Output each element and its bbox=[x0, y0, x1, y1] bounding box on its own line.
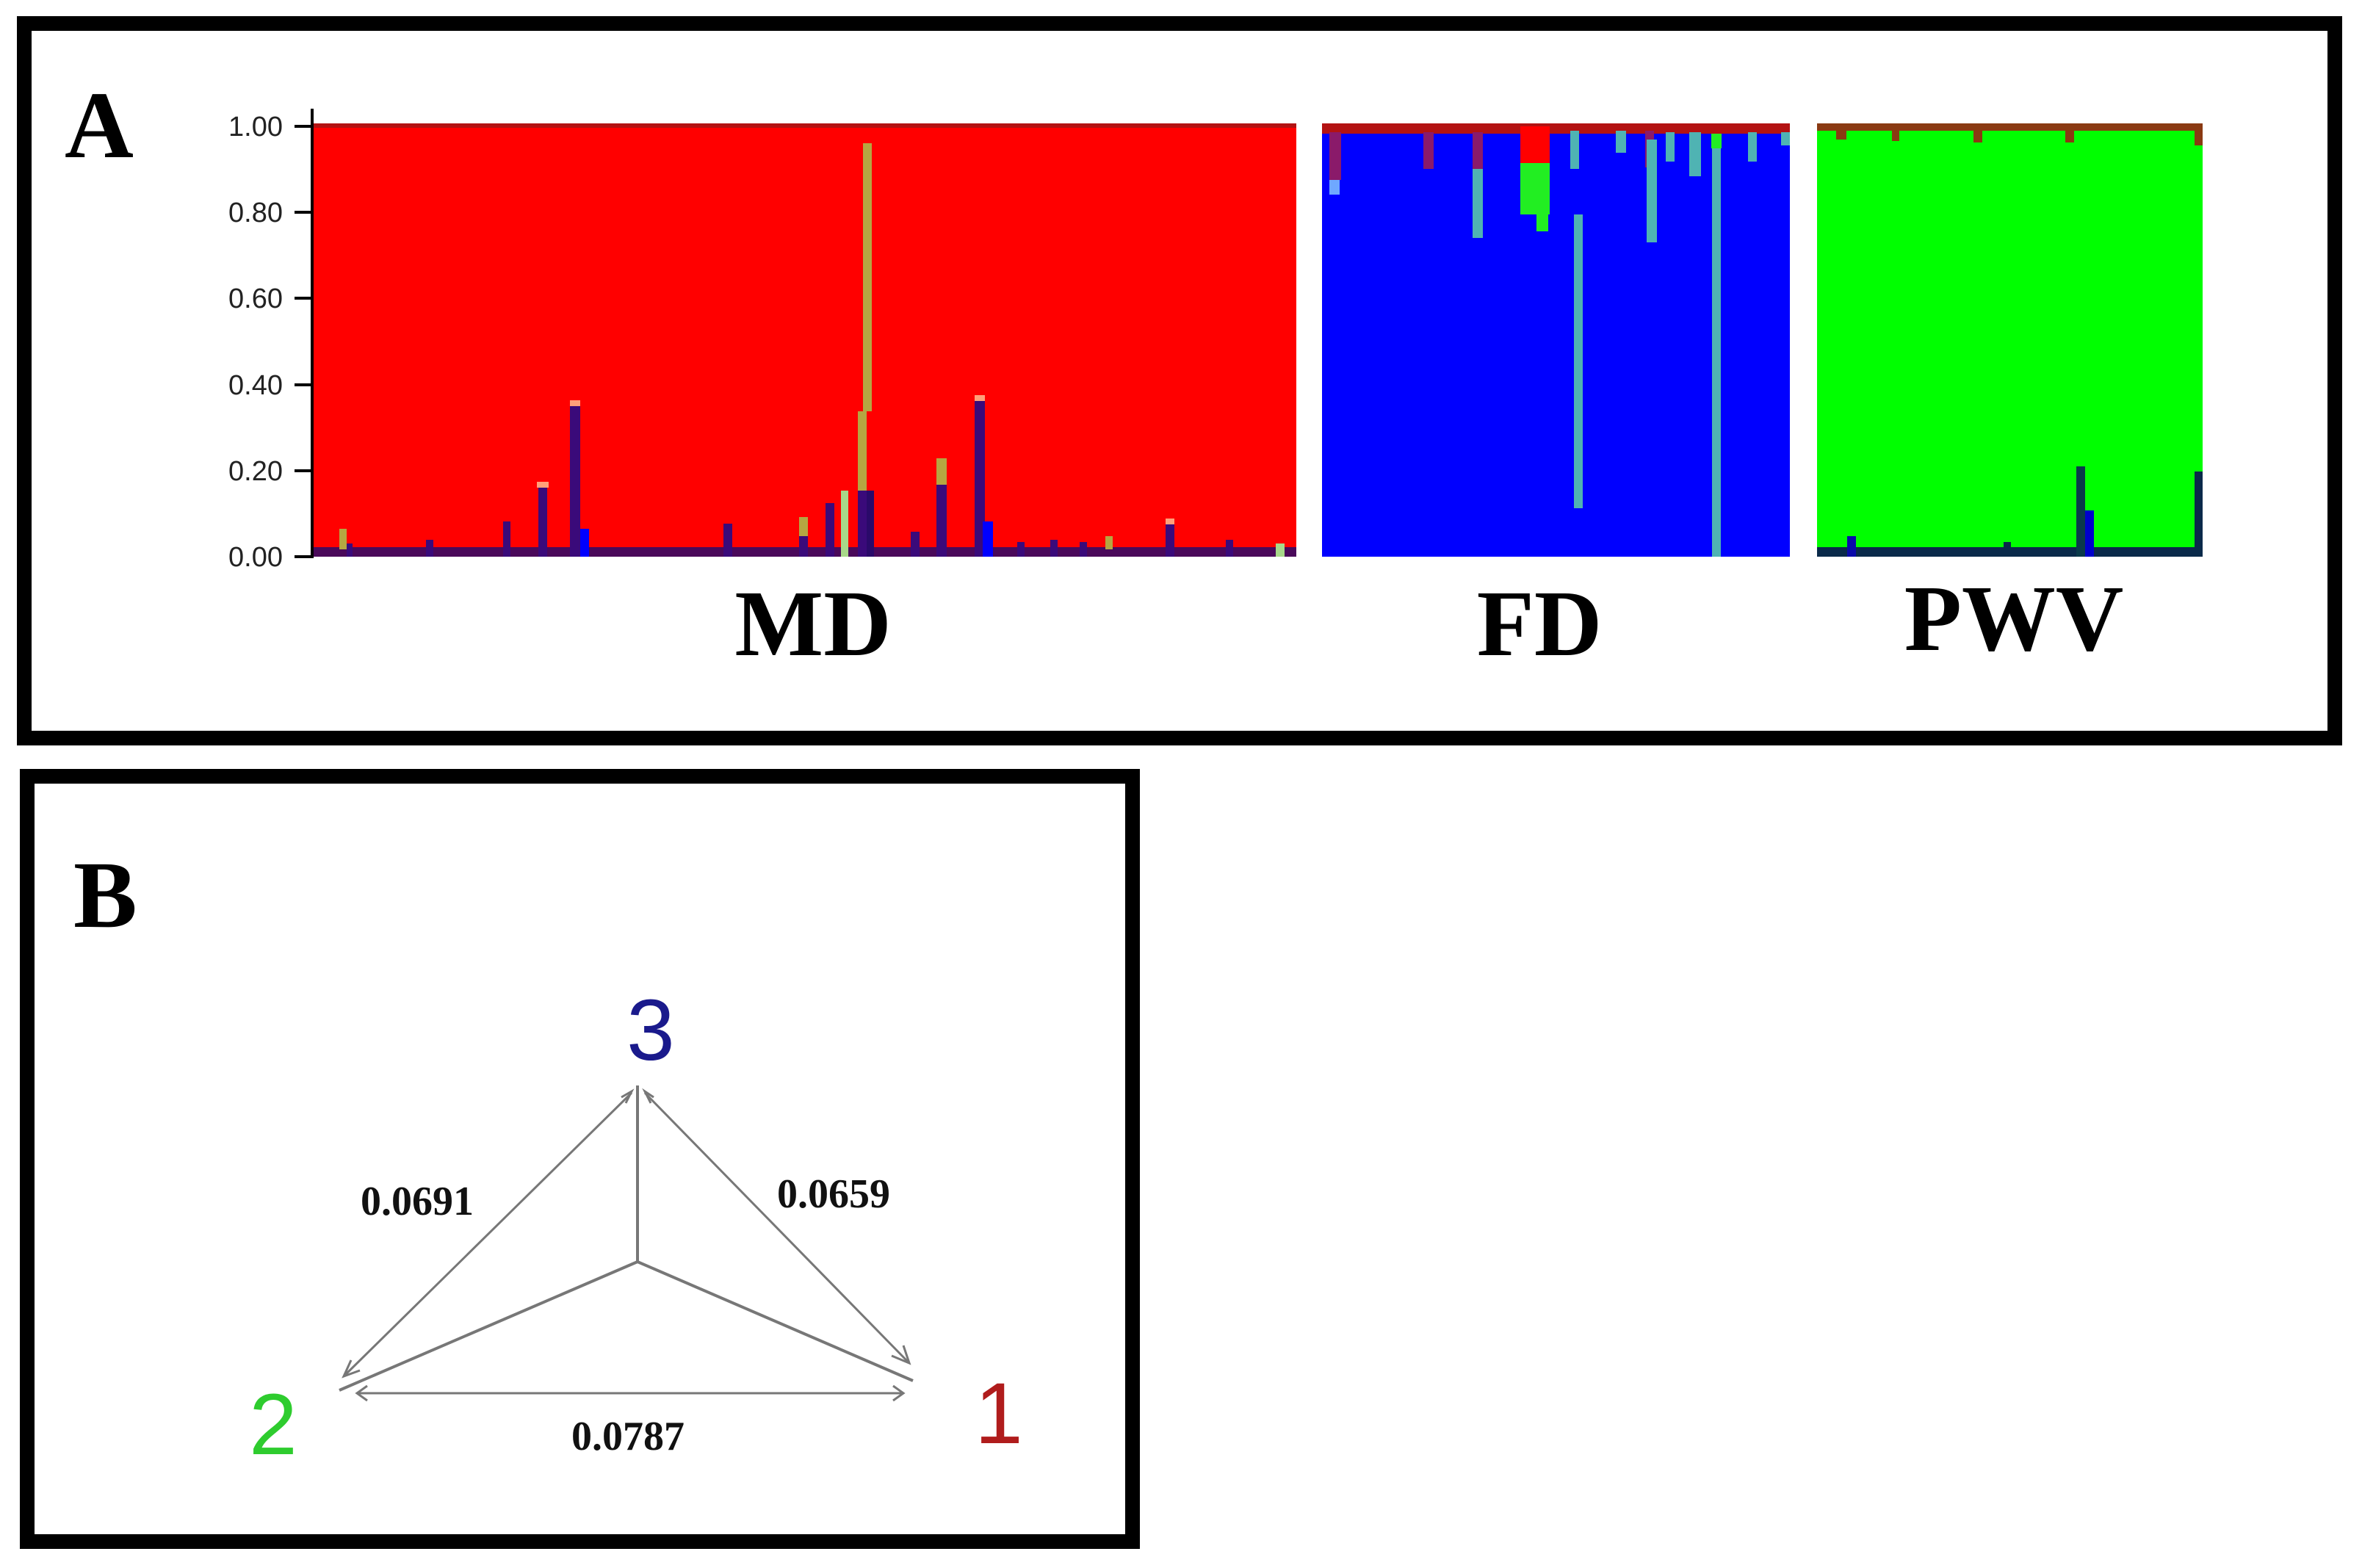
arrowhead-icon bbox=[642, 1088, 654, 1104]
distance-arrows bbox=[342, 1088, 911, 1402]
edge-3-1 bbox=[643, 1091, 909, 1363]
group-label-pwv: PWV bbox=[1904, 566, 2124, 671]
y-tick-label: 0.00 bbox=[228, 542, 283, 573]
y-tick-label: 0.40 bbox=[228, 370, 283, 401]
md-bars bbox=[314, 123, 1296, 557]
node-label-3: 3 bbox=[626, 982, 675, 1079]
y-tick-label: 0.80 bbox=[228, 198, 283, 228]
panel-a-letter: A bbox=[65, 73, 134, 178]
node-label-1: 1 bbox=[975, 1365, 1023, 1462]
edge-label-3-2: 0.0691 bbox=[361, 1179, 474, 1224]
arrowhead-icon bbox=[892, 1384, 906, 1402]
y-tick-label: 1.00 bbox=[228, 112, 283, 142]
group-label-md: MD bbox=[734, 571, 891, 676]
arrowhead-icon bbox=[891, 1345, 911, 1365]
y-tick-label: 0.60 bbox=[228, 283, 283, 314]
arrowhead-icon bbox=[355, 1384, 368, 1402]
arrowhead-icon bbox=[342, 1359, 361, 1379]
edge-label-2-1: 0.0787 bbox=[571, 1414, 685, 1459]
y-axis: 1.00 0.80 0.60 0.40 0.20 0.00 bbox=[228, 109, 314, 573]
arrowhead-icon bbox=[621, 1088, 635, 1104]
pwv-bars bbox=[1817, 123, 2203, 557]
edge-label-3-1: 0.0659 bbox=[777, 1171, 890, 1217]
panel-b: B 3 2 1 0.0691 0.0659 0.0787 bbox=[20, 769, 1140, 1549]
group-label-fd: FD bbox=[1477, 571, 1603, 676]
panel-a: A 1.00 0.80 0.60 0.40 0.20 0.00 bbox=[17, 16, 2342, 745]
panel-b-letter: B bbox=[73, 842, 137, 948]
fd-bars bbox=[1322, 123, 1790, 557]
panel-b-border bbox=[20, 769, 1140, 1549]
y-tick-label: 0.20 bbox=[228, 456, 283, 487]
edge-3-2 bbox=[344, 1091, 633, 1376]
distance-tree bbox=[339, 1085, 914, 1392]
node-label-2: 2 bbox=[249, 1376, 297, 1473]
